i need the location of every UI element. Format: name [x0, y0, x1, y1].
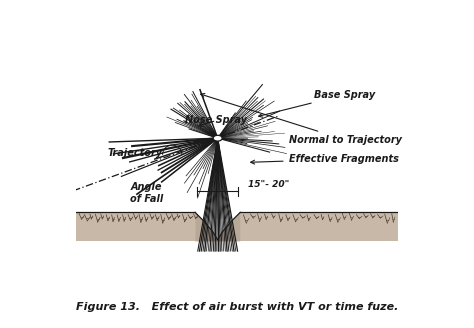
Text: Trajectory: Trajectory [108, 148, 163, 158]
Polygon shape [203, 138, 232, 219]
Text: Normal to Trajectory: Normal to Trajectory [201, 93, 401, 145]
Polygon shape [76, 212, 195, 241]
Text: Nose Spray: Nose Spray [185, 115, 247, 127]
Text: Base Spray: Base Spray [259, 90, 375, 117]
Ellipse shape [213, 135, 222, 141]
Polygon shape [240, 212, 398, 241]
Text: Effective Fragments: Effective Fragments [251, 154, 399, 164]
Text: Angle
of Fall: Angle of Fall [130, 182, 164, 204]
Text: Figure 13.   Effect of air burst with VT or time fuze.: Figure 13. Effect of air burst with VT o… [76, 302, 398, 312]
Text: 15"- 20": 15"- 20" [248, 180, 290, 190]
Polygon shape [195, 212, 240, 241]
